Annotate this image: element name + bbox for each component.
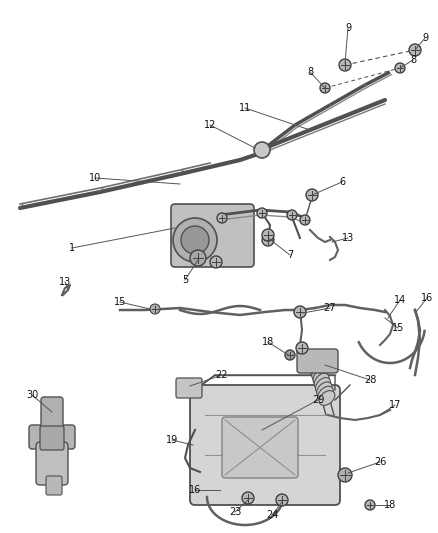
Text: 9: 9	[422, 33, 428, 43]
Circle shape	[296, 342, 308, 354]
Text: 14: 14	[394, 295, 406, 305]
FancyBboxPatch shape	[40, 426, 64, 450]
Text: 27: 27	[324, 303, 336, 313]
Text: 9: 9	[345, 23, 351, 33]
Text: 8: 8	[410, 55, 416, 65]
Circle shape	[173, 218, 217, 262]
Circle shape	[276, 494, 288, 506]
Circle shape	[217, 213, 227, 223]
Ellipse shape	[313, 369, 328, 385]
FancyBboxPatch shape	[29, 425, 75, 449]
Ellipse shape	[308, 352, 322, 368]
FancyBboxPatch shape	[297, 349, 338, 373]
Circle shape	[294, 306, 306, 318]
Circle shape	[338, 468, 352, 482]
Text: 29: 29	[312, 395, 324, 405]
Ellipse shape	[312, 365, 326, 381]
Circle shape	[262, 234, 274, 246]
FancyBboxPatch shape	[190, 385, 340, 505]
Circle shape	[287, 210, 297, 220]
Text: 18: 18	[262, 337, 274, 347]
FancyBboxPatch shape	[176, 378, 202, 398]
Circle shape	[150, 304, 160, 314]
FancyBboxPatch shape	[222, 417, 298, 478]
Circle shape	[242, 492, 254, 504]
Text: 23: 23	[229, 507, 241, 517]
Text: 16: 16	[189, 485, 201, 495]
Circle shape	[190, 250, 206, 266]
Circle shape	[254, 142, 270, 158]
FancyBboxPatch shape	[171, 204, 254, 267]
Text: 10: 10	[89, 173, 101, 183]
Ellipse shape	[319, 391, 335, 406]
Text: 6: 6	[339, 177, 345, 187]
Text: 30: 30	[26, 390, 38, 400]
Ellipse shape	[318, 386, 333, 401]
Text: 7: 7	[287, 250, 293, 260]
Text: 11: 11	[239, 103, 251, 113]
Text: 15: 15	[114, 297, 126, 307]
Text: 24: 24	[266, 510, 278, 520]
FancyBboxPatch shape	[41, 397, 63, 433]
Ellipse shape	[315, 377, 331, 393]
Text: 19: 19	[166, 435, 178, 445]
Circle shape	[181, 226, 209, 254]
Text: 22: 22	[216, 370, 228, 380]
Ellipse shape	[314, 373, 329, 389]
Ellipse shape	[309, 356, 323, 373]
Text: 1: 1	[69, 243, 75, 253]
Circle shape	[320, 83, 330, 93]
Text: 17: 17	[389, 400, 401, 410]
Text: 5: 5	[182, 275, 188, 285]
Ellipse shape	[311, 360, 325, 377]
Circle shape	[409, 44, 421, 56]
Circle shape	[339, 59, 351, 71]
Circle shape	[365, 500, 375, 510]
Circle shape	[210, 256, 222, 268]
Circle shape	[262, 229, 274, 241]
FancyBboxPatch shape	[46, 476, 62, 495]
Text: 12: 12	[204, 120, 216, 130]
Circle shape	[306, 189, 318, 201]
Text: 13: 13	[342, 233, 354, 243]
Text: 8: 8	[307, 67, 313, 77]
Text: 15: 15	[392, 323, 404, 333]
Circle shape	[285, 350, 295, 360]
Text: 13: 13	[59, 277, 71, 287]
FancyBboxPatch shape	[36, 442, 68, 485]
Text: 18: 18	[384, 500, 396, 510]
Text: 28: 28	[364, 375, 376, 385]
Text: 26: 26	[374, 457, 386, 467]
Ellipse shape	[317, 382, 332, 397]
Circle shape	[395, 63, 405, 73]
Circle shape	[257, 208, 267, 218]
Text: 16: 16	[421, 293, 433, 303]
Circle shape	[300, 215, 310, 225]
